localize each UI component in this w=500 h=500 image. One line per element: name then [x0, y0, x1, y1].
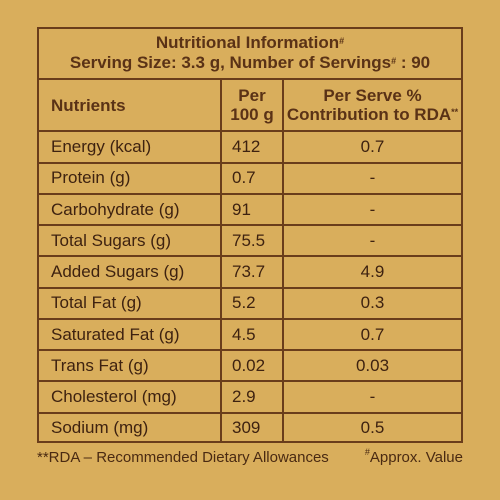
per100-value: 412	[220, 130, 284, 164]
rda-value: -	[282, 161, 461, 195]
serving-approx-mark: #	[391, 56, 397, 66]
per100-value: 309	[220, 411, 284, 443]
header-per-100g-line2: 100 g	[230, 105, 274, 125]
rda-value: 0.5	[282, 411, 461, 443]
header-nutrients: Nutrients	[39, 80, 222, 133]
per100-value: 91	[220, 192, 284, 227]
per100-value: 75.5	[220, 224, 284, 258]
per100-value: 4.5	[220, 317, 284, 352]
table-row: Trans Fat (g) 0.02 0.03	[39, 349, 461, 383]
rda-value: 0.7	[282, 317, 461, 352]
per100-value: 2.9	[220, 380, 284, 414]
nutrient-name: Saturated Fat (g)	[39, 317, 222, 352]
per100-value: 5.2	[220, 286, 284, 320]
nutrient-name: Added Sugars (g)	[39, 255, 222, 289]
nutrient-name: Total Sugars (g)	[39, 224, 222, 258]
header-rda: Per Serve % Contribution to RDA**	[282, 80, 461, 133]
header-rda-line2: Contribution to RDA	[286, 105, 452, 125]
header-per-100g: Per 100 g	[220, 80, 284, 133]
nutrient-name: Energy (kcal)	[39, 130, 222, 164]
serving-count: : 90	[396, 53, 431, 72]
per100-value: 0.02	[220, 349, 284, 383]
serving-info: Serving Size: 3.3 g, Number of Servings#…	[39, 53, 461, 73]
header-rda-line1: Per Serve %	[323, 86, 422, 106]
panel-title: Nutritional Information#	[39, 29, 461, 53]
rda-value: -	[282, 224, 461, 258]
footnotes: **RDA – Recommended Dietary Allowances #…	[37, 447, 463, 466]
rda-value: -	[282, 380, 461, 414]
panel-title-text: Nutritional Information	[155, 33, 340, 52]
table-row: Sodium (mg) 309 0.5	[39, 411, 461, 443]
title-approx-mark: #	[339, 36, 345, 46]
table-row: Carbohydrate (g) 91 -	[39, 192, 461, 227]
rda-value: 0.7	[282, 130, 461, 164]
rda-value: -	[282, 192, 461, 227]
rda-value: 0.03	[282, 349, 461, 383]
nutrient-name: Trans Fat (g)	[39, 349, 222, 383]
table-row: Protein (g) 0.7 -	[39, 161, 461, 195]
nutrient-name: Total Fat (g)	[39, 286, 222, 320]
table-row: Saturated Fat (g) 4.5 0.7	[39, 317, 461, 352]
rda-footnote: **RDA – Recommended Dietary Allowances	[37, 449, 329, 466]
table-row: Energy (kcal) 412 0.7	[39, 130, 461, 164]
rda-value: 4.9	[282, 255, 461, 289]
table-header-row: Nutrients Per 100 g Per Serve % Contributi…	[39, 80, 461, 133]
table-row: Total Sugars (g) 75.5 -	[39, 224, 461, 258]
per100-value: 73.7	[220, 255, 284, 289]
nutrient-name: Sodium (mg)	[39, 411, 222, 443]
table-row: Added Sugars (g) 73.7 4.9	[39, 255, 461, 289]
nutrition-table: Nutrients Per 100 g Per Serve % Contributi…	[39, 80, 461, 443]
approx-footnote-text: Approx. Value	[369, 449, 463, 466]
rda-value: 0.3	[282, 286, 461, 320]
table-row: Cholesterol (mg) 2.9 -	[39, 380, 461, 414]
nutrient-name: Cholesterol (mg)	[39, 380, 222, 414]
nutrient-name: Carbohydrate (g)	[39, 192, 222, 227]
per100-value: 0.7	[220, 161, 284, 195]
nutrition-panel: Nutritional Information# Serving Size: 3…	[37, 27, 463, 443]
nutrient-name: Protein (g)	[39, 161, 222, 195]
nutrition-header: Nutritional Information# Serving Size: 3…	[39, 29, 461, 80]
serving-text: Serving Size: 3.3 g, Number of Servings	[69, 53, 392, 72]
approx-footnote-mark: #	[364, 447, 370, 457]
header-per-100g-line1: Per	[238, 86, 266, 106]
header-rda-mark: **	[451, 107, 459, 118]
table-row: Total Fat (g) 5.2 0.3	[39, 286, 461, 320]
approx-footnote: #Approx. Value	[364, 447, 463, 466]
